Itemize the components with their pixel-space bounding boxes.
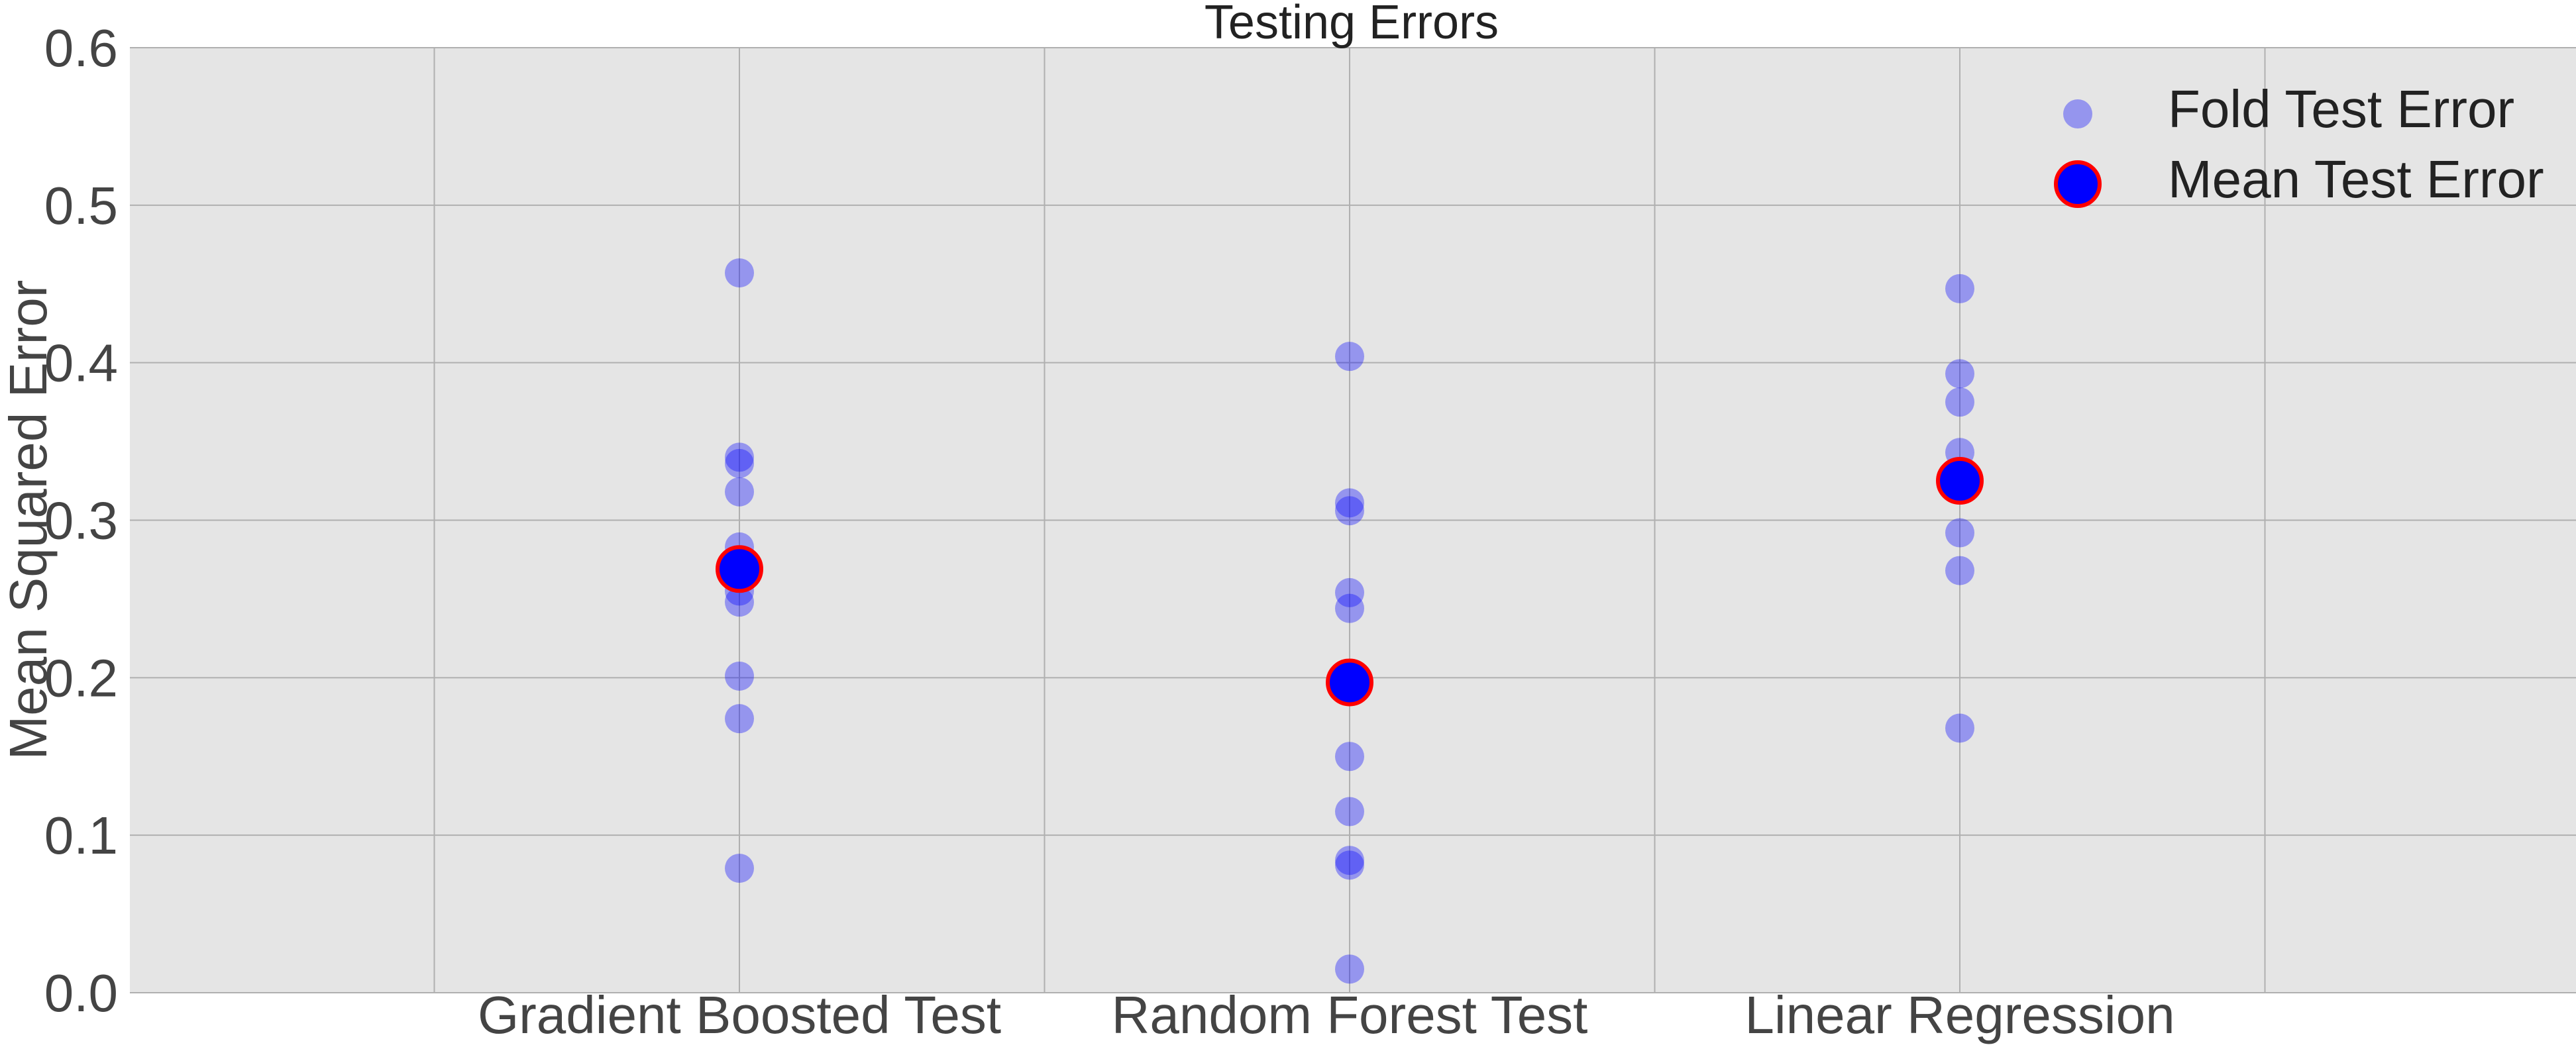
y-tick-label: 0.5 bbox=[44, 176, 118, 235]
fold-error-point bbox=[1945, 387, 1974, 417]
fold-error-point bbox=[1335, 797, 1364, 826]
chart-title: Testing Errors bbox=[1205, 0, 1499, 49]
fold-error-point bbox=[1335, 342, 1364, 372]
legend[interactable]: Fold Test Error Mean Test Error bbox=[2054, 79, 2544, 209]
fold-error-point bbox=[725, 477, 754, 507]
fold-error-point bbox=[725, 587, 754, 617]
fold-error-point bbox=[725, 854, 754, 883]
legend-fold-label: Fold Test Error bbox=[2168, 79, 2514, 138]
fold-error-point bbox=[725, 704, 754, 734]
fold-error-point bbox=[1335, 954, 1364, 984]
fold-error-point bbox=[1945, 274, 1974, 303]
fold-error-point bbox=[1945, 518, 1974, 548]
x-tick-label: Random Forest Test bbox=[1112, 985, 1588, 1044]
x-axis-ticks: Gradient Boosted Test Random Forest Test L… bbox=[478, 985, 2175, 1044]
fold-error-point bbox=[1335, 742, 1364, 772]
fold-error-point bbox=[1335, 846, 1364, 875]
fold-error-point bbox=[725, 448, 754, 478]
fold-error-point bbox=[1945, 713, 1974, 743]
fold-error-point bbox=[1335, 593, 1364, 623]
legend-fold-marker bbox=[2063, 99, 2092, 128]
fold-error-point bbox=[725, 258, 754, 288]
x-tick-label: Linear Regression bbox=[1744, 985, 2174, 1044]
mean-error-point bbox=[1326, 658, 1373, 707]
x-tick-label: Gradient Boosted Test bbox=[478, 985, 1001, 1044]
fold-error-point bbox=[1335, 488, 1364, 518]
fold-error-point bbox=[1335, 577, 1364, 607]
fold-error-point bbox=[1945, 556, 1974, 585]
y-axis-ticks: 0.0 0.1 0.2 0.3 0.4 0.5 0.6 bbox=[44, 19, 118, 1023]
legend-mean-marker bbox=[2054, 160, 2102, 208]
data-points bbox=[716, 258, 1984, 984]
fold-error-point bbox=[725, 661, 754, 691]
fold-error-point bbox=[1335, 850, 1364, 880]
fold-error-point bbox=[725, 442, 754, 472]
legend-mean-label: Mean Test Error bbox=[2168, 150, 2544, 209]
fold-error-point bbox=[1335, 496, 1364, 526]
mean-error-point bbox=[1936, 457, 1984, 505]
fold-error-point bbox=[1945, 359, 1974, 389]
y-tick-label: 0.1 bbox=[44, 806, 118, 865]
y-tick-label: 0.0 bbox=[44, 964, 118, 1023]
y-tick-label: 0.3 bbox=[44, 491, 118, 550]
mean-error-point bbox=[716, 545, 763, 593]
y-tick-label: 0.6 bbox=[44, 19, 118, 77]
y-tick-label: 0.4 bbox=[44, 334, 118, 393]
y-tick-label: 0.2 bbox=[44, 648, 118, 707]
y-axis-label: Mean Squared Error bbox=[0, 280, 58, 760]
